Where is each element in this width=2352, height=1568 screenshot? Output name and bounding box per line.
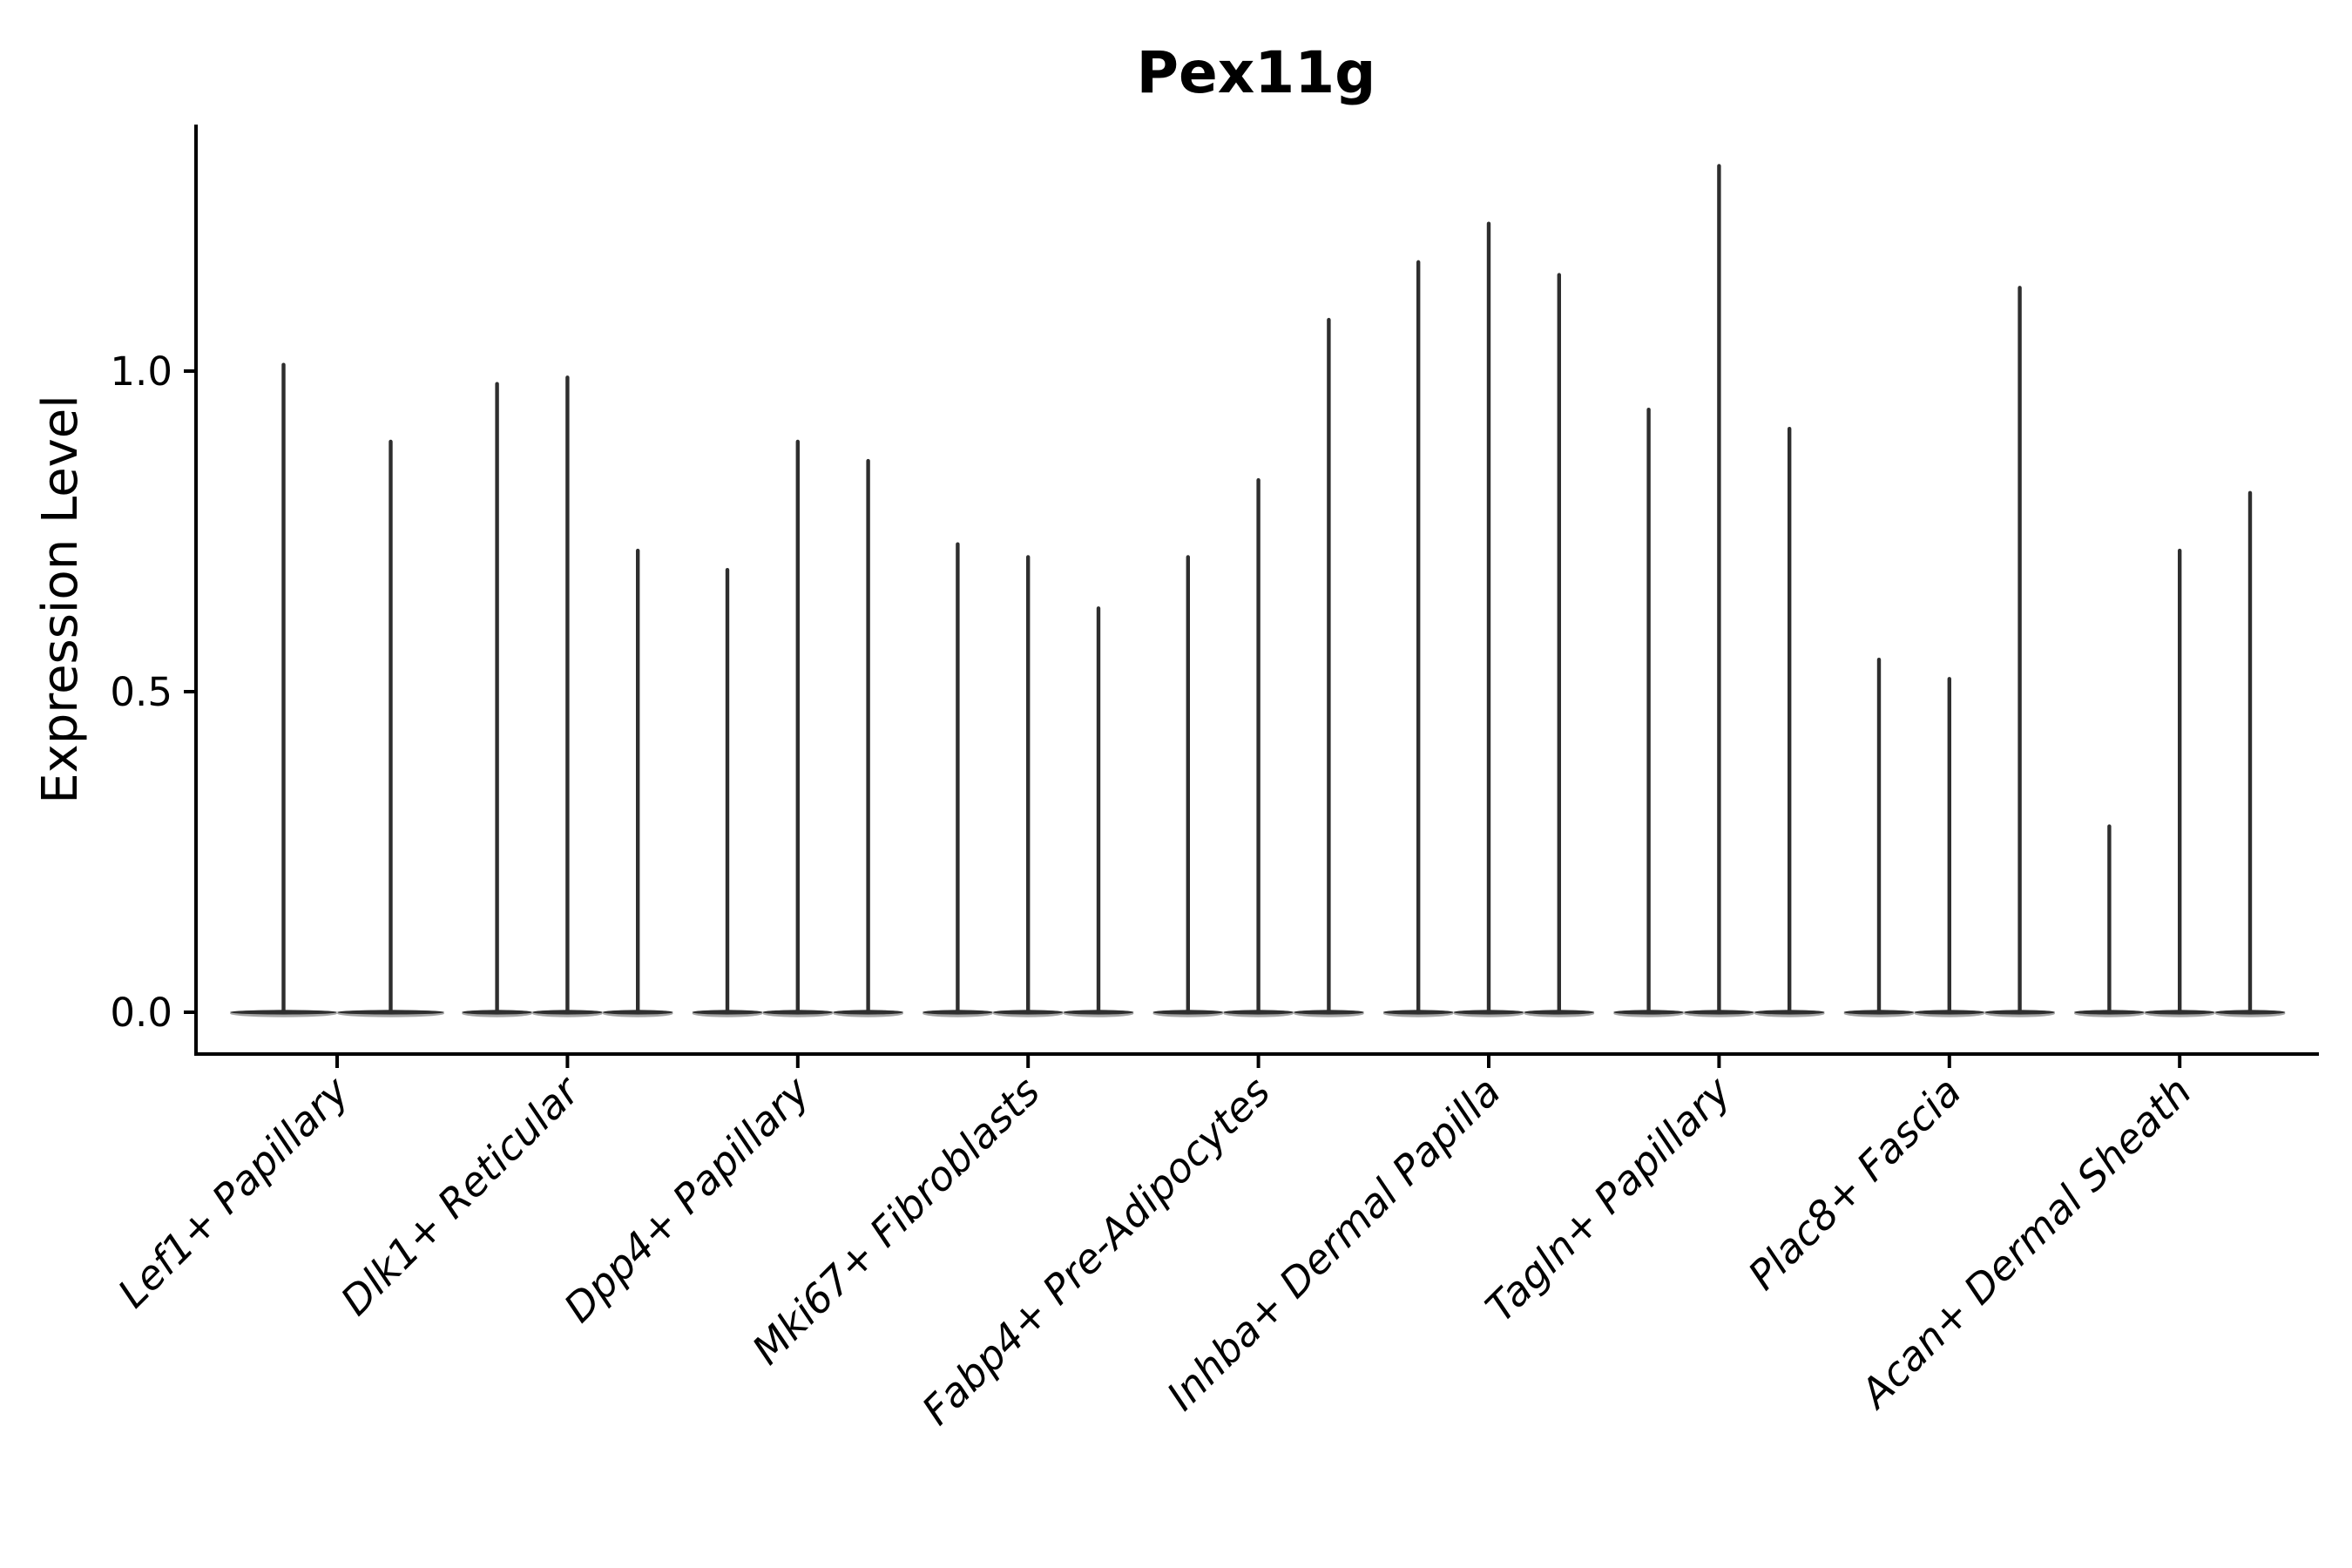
- violin-base: [992, 1010, 1064, 1015]
- y-axis-label: Expression Level: [32, 395, 89, 804]
- violin-base: [2074, 1010, 2145, 1015]
- violin-base: [692, 1010, 763, 1015]
- y-tick-label: 1.0: [110, 348, 172, 395]
- x-tick-label: Dpp4+ Papillary: [555, 1067, 819, 1331]
- violin-base: [1223, 1010, 1294, 1015]
- violin-base: [1914, 1010, 1985, 1015]
- plot-title: Pex11g: [1137, 39, 1376, 106]
- violin-base: [1063, 1010, 1134, 1015]
- violin-base: [1984, 1010, 2056, 1015]
- violin-base: [230, 1010, 337, 1015]
- violin-base: [2214, 1010, 2286, 1015]
- violin-base: [1524, 1010, 1595, 1015]
- x-tick-label: Dlk1+ Reticular: [332, 1065, 591, 1324]
- violin-base: [337, 1010, 444, 1015]
- violin-base: [1453, 1010, 1524, 1015]
- violin-base: [1754, 1010, 1825, 1015]
- x-tick-label: Lef1+ Papillary: [109, 1067, 358, 1316]
- violin-base: [762, 1010, 834, 1015]
- violin-base: [602, 1010, 673, 1015]
- violin-base: [1684, 1010, 1754, 1015]
- violin-base: [462, 1010, 532, 1015]
- violin-base: [2144, 1010, 2215, 1015]
- violin-base: [1382, 1010, 1454, 1015]
- violin-base: [1294, 1010, 1364, 1015]
- x-tick-label: Plac8+ Fascia: [1739, 1068, 1970, 1299]
- y-tick-label: 0.0: [110, 990, 172, 1036]
- y-tick-label: 0.5: [110, 669, 172, 715]
- x-tick-label: Tagln+ Papillary: [1477, 1067, 1740, 1331]
- violin-base: [1613, 1010, 1684, 1015]
- violin-base: [923, 1010, 993, 1015]
- violin-base: [532, 1010, 603, 1015]
- violin-base: [1152, 1010, 1224, 1015]
- violin-base: [1843, 1010, 1915, 1015]
- violin-base: [833, 1010, 903, 1015]
